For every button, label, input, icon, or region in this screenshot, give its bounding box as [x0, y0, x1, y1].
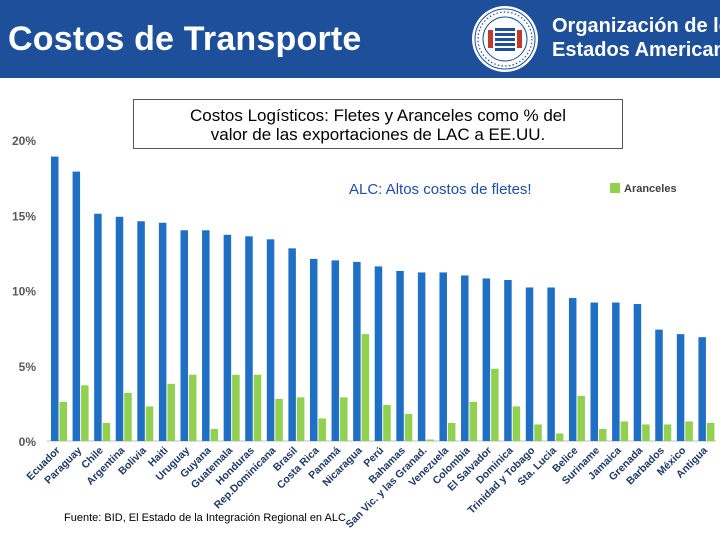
chart-title: Costos Logísticos: Fletes y Aranceles co… — [133, 99, 623, 149]
bar-fletes — [612, 302, 620, 441]
bar-aranceles — [102, 422, 111, 441]
bar-fletes — [525, 287, 534, 441]
org-name-line1: Organización de los — [552, 15, 720, 37]
bar-fletes — [223, 234, 232, 441]
bar-fletes — [72, 171, 81, 442]
bar-aranceles — [404, 413, 413, 441]
bar-fletes — [504, 279, 512, 441]
bar-aranceles — [555, 433, 564, 441]
bar-fletes — [331, 260, 340, 441]
bar-aranceles — [124, 392, 132, 441]
bar-aranceles — [210, 428, 219, 441]
bar-fletes — [482, 278, 491, 441]
bar-aranceles — [188, 374, 197, 441]
bar-aranceles — [426, 439, 434, 441]
bar-aranceles — [145, 406, 154, 441]
bar-fletes — [698, 337, 706, 441]
bar-aranceles — [491, 368, 499, 441]
bar-fletes — [51, 156, 59, 441]
bar-fletes — [374, 266, 383, 441]
bar-aranceles — [663, 424, 672, 441]
bar-fletes — [180, 230, 188, 441]
header-bar: Costos de Transporte Organización de los… — [0, 0, 720, 78]
bar-fletes — [396, 270, 404, 441]
bar-fletes — [461, 275, 469, 441]
y-tick-label: 5% — [19, 360, 37, 374]
bar-aranceles — [577, 395, 585, 441]
bar-aranceles — [447, 422, 456, 441]
bar-fletes — [266, 239, 275, 441]
bar-fletes — [158, 222, 167, 441]
bar-aranceles — [599, 428, 607, 441]
bar-fletes — [115, 216, 124, 441]
bar-aranceles — [383, 404, 391, 441]
bar-fletes — [202, 230, 210, 441]
bar-fletes — [417, 272, 426, 441]
page-title: Costos de Transporte — [8, 20, 362, 58]
y-tick-label: 20% — [12, 134, 36, 148]
bar-fletes — [245, 236, 253, 441]
org-name: Organización de los Estados Americanos — [552, 14, 720, 62]
bar-aranceles — [469, 401, 478, 441]
bar-aranceles — [59, 401, 67, 441]
bar-fletes — [288, 248, 296, 441]
bar-fletes — [137, 221, 145, 441]
bar-aranceles — [253, 374, 262, 441]
y-tick-label: 15% — [12, 209, 36, 223]
bar-aranceles — [361, 334, 370, 441]
bar-fletes — [568, 298, 577, 441]
bar-fletes — [655, 329, 663, 441]
y-tick-label: 10% — [12, 285, 36, 299]
org-name-line2: Estados Americanos — [552, 39, 720, 61]
bar-aranceles — [275, 398, 283, 441]
bar-fletes — [439, 272, 447, 441]
chart-annotation: ALC: Altos costos de fletes! — [349, 181, 532, 198]
bar-fletes — [676, 334, 685, 441]
y-tick-label: 0% — [19, 435, 37, 449]
bar-aranceles — [512, 406, 521, 441]
bar-fletes — [590, 302, 599, 441]
chart-title-line1: Costos Logísticos: Fletes y Aranceles co… — [189, 106, 567, 125]
bar-fletes — [309, 258, 318, 441]
bar-aranceles — [318, 418, 326, 441]
legend-label-aranceles: Aranceles — [624, 183, 677, 195]
bar-aranceles — [642, 424, 650, 441]
bar-aranceles — [620, 421, 629, 441]
bar-aranceles — [167, 383, 175, 441]
bar-aranceles — [706, 422, 715, 441]
bar-fletes — [547, 287, 555, 441]
bar-fletes — [633, 304, 642, 441]
oas-seal-logo — [472, 6, 538, 72]
legend-swatch-aranceles — [610, 183, 620, 193]
bar-aranceles — [685, 421, 693, 441]
bar-aranceles — [534, 424, 542, 441]
chart-title-line2: valor de las exportaciones de LAC a EE.U… — [210, 125, 546, 144]
bar-aranceles — [296, 397, 305, 441]
source-note: Fuente: BID, El Estado de la Integración… — [64, 512, 346, 524]
bar-fletes — [94, 213, 102, 441]
bar-fletes — [353, 261, 361, 441]
bar-aranceles — [340, 397, 348, 441]
bar-aranceles — [81, 385, 89, 441]
bar-aranceles — [232, 374, 240, 441]
